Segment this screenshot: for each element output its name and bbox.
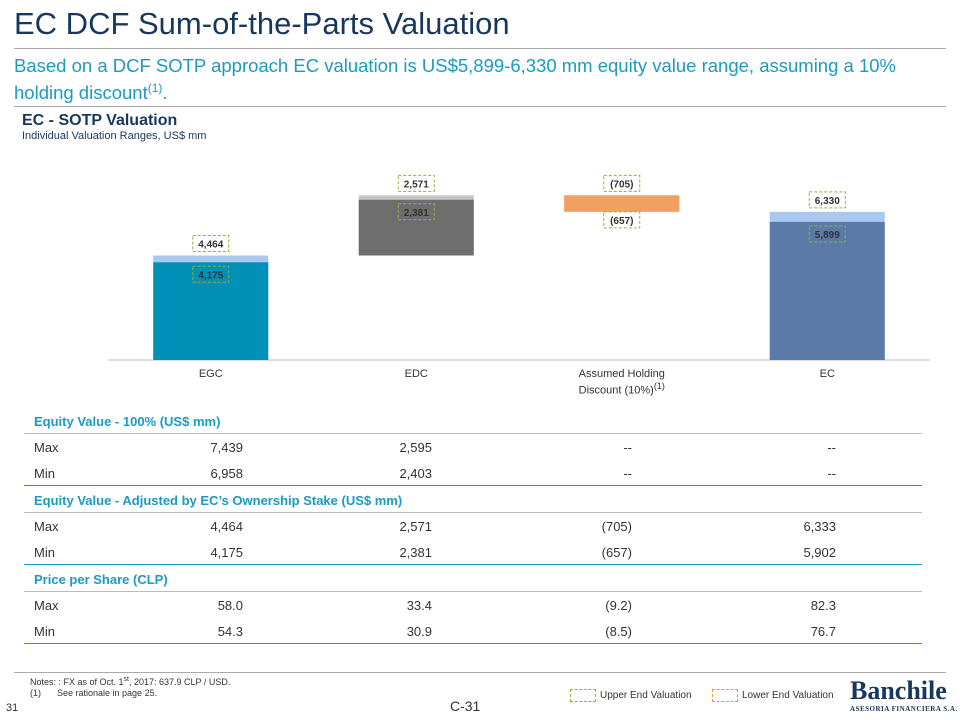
rule bbox=[24, 643, 922, 644]
note-text: , 2017: 637.9 CLP / USD. bbox=[129, 677, 231, 687]
x-tick-label: EGC bbox=[156, 368, 266, 380]
table-cell: 33.4 bbox=[406, 598, 432, 613]
table-cell: (705) bbox=[601, 519, 632, 534]
rule bbox=[24, 512, 922, 513]
rule bbox=[24, 433, 922, 434]
rule bbox=[14, 672, 946, 673]
logo-sub: ASESORIA FINANCIERA S.A. bbox=[850, 705, 958, 713]
note-sup: st bbox=[123, 676, 129, 683]
note-text: Notes: : FX as of Oct. 1 bbox=[30, 677, 124, 687]
legend-swatch bbox=[570, 689, 596, 702]
rule bbox=[14, 48, 946, 49]
note-marker: (1) bbox=[30, 688, 41, 698]
label-box bbox=[808, 225, 846, 243]
footnote-ref: (1) bbox=[653, 381, 665, 391]
table-cell: -- bbox=[827, 466, 836, 481]
table-cell: 6,958 bbox=[210, 466, 243, 481]
table-cell: Min bbox=[34, 545, 55, 560]
category-text: EDC bbox=[404, 368, 428, 380]
table-cell: (657) bbox=[601, 545, 632, 560]
data-label: 6,330 bbox=[815, 196, 840, 207]
table-cell: 30.9 bbox=[406, 624, 432, 639]
table-cell: 4,175 bbox=[210, 545, 243, 560]
title: EC DCF Sum-of-the-Parts Valuation bbox=[14, 6, 510, 41]
data-label: 4,175 bbox=[198, 270, 223, 281]
table-cell: 2,571 bbox=[399, 519, 432, 534]
rule bbox=[14, 106, 946, 107]
bar-lower bbox=[358, 199, 474, 256]
subtitle-text: Based on a DCF SOTP approach EC valuatio… bbox=[14, 55, 896, 104]
label-box bbox=[397, 203, 435, 221]
note-text: See rationale in page 25. bbox=[57, 688, 158, 698]
category-text: Assumed Holding Discount (10%) bbox=[578, 368, 665, 397]
table-cell: 2,403 bbox=[399, 466, 432, 481]
label-box bbox=[192, 265, 230, 283]
table-cell: 58.0 bbox=[217, 598, 243, 613]
note: (1) See rationale in page 25. bbox=[30, 688, 157, 698]
bar-lower bbox=[564, 195, 680, 211]
page-code: C-31 bbox=[450, 698, 481, 714]
table-cell: (8.5) bbox=[605, 624, 632, 639]
legend-label: Upper End Valuation bbox=[600, 690, 692, 701]
x-tick-label: EDC bbox=[361, 368, 471, 380]
table-cell: Min bbox=[34, 624, 55, 639]
data-label: 2,381 bbox=[404, 208, 429, 219]
x-tick-label: EC bbox=[772, 368, 882, 380]
footnote-ref: (1) bbox=[147, 81, 163, 95]
table-cell: (9.2) bbox=[605, 598, 632, 613]
legend-label: Lower End Valuation bbox=[742, 690, 834, 701]
table-cell: -- bbox=[623, 466, 632, 481]
table-cell: Max bbox=[34, 598, 59, 613]
table-cell: Max bbox=[34, 519, 59, 534]
label-box bbox=[603, 211, 641, 229]
table-cell: Max bbox=[34, 440, 59, 455]
x-tick-label: Assumed Holding Discount (10%)(1) bbox=[567, 368, 677, 397]
bar-lower bbox=[153, 262, 269, 360]
table-cell: -- bbox=[623, 440, 632, 455]
rule bbox=[24, 591, 922, 592]
label-box bbox=[603, 174, 641, 192]
bar-lower bbox=[769, 221, 885, 360]
table-cell: 5,902 bbox=[803, 545, 836, 560]
section-header: Equity Value - Adjusted by EC’s Ownershi… bbox=[34, 493, 403, 508]
table-cell: Min bbox=[34, 466, 55, 481]
table-cell: 76.7 bbox=[810, 624, 836, 639]
logo: Banchile bbox=[850, 676, 947, 705]
data-label: 5,899 bbox=[815, 230, 840, 241]
label-box bbox=[397, 174, 435, 192]
label-box bbox=[192, 235, 230, 253]
data-label: (657) bbox=[610, 216, 633, 227]
subtitle: Based on a DCF SOTP approach EC valuatio… bbox=[14, 54, 934, 104]
data-label: 4,464 bbox=[198, 240, 223, 251]
subtitle-end: . bbox=[162, 82, 168, 104]
category-text: EGC bbox=[198, 368, 223, 380]
table-cell: 4,464 bbox=[210, 519, 243, 534]
section-subtitle: Individual Valuation Ranges, US$ mm bbox=[22, 130, 207, 142]
table-cell: 54.3 bbox=[217, 624, 243, 639]
data-label: 2,571 bbox=[404, 179, 429, 190]
rule bbox=[24, 485, 922, 486]
table-cell: 2,595 bbox=[399, 440, 432, 455]
table-cell: -- bbox=[827, 440, 836, 455]
section-header: Equity Value - 100% (US$ mm) bbox=[34, 414, 221, 429]
data-label: (705) bbox=[610, 179, 633, 190]
chart: 4,464 4,175 2,571 2,381 (705) (657) 6,330 5,899 bbox=[108, 174, 930, 361]
table-cell: 2,381 bbox=[399, 545, 432, 560]
table-cell: 6,333 bbox=[803, 519, 836, 534]
section-header: Price per Share (CLP) bbox=[34, 572, 168, 587]
legend-swatch bbox=[712, 689, 738, 702]
table-cell: 82.3 bbox=[810, 598, 836, 613]
label-box bbox=[808, 191, 846, 209]
table-cell: 7,439 bbox=[210, 440, 243, 455]
note: Notes: : FX as of Oct. 1st, 2017: 637.9 … bbox=[30, 676, 230, 687]
rule bbox=[24, 564, 922, 565]
category-text: EC bbox=[819, 368, 835, 380]
page-number: 31 bbox=[6, 702, 19, 714]
section-title: EC - SOTP Valuation bbox=[22, 112, 178, 129]
